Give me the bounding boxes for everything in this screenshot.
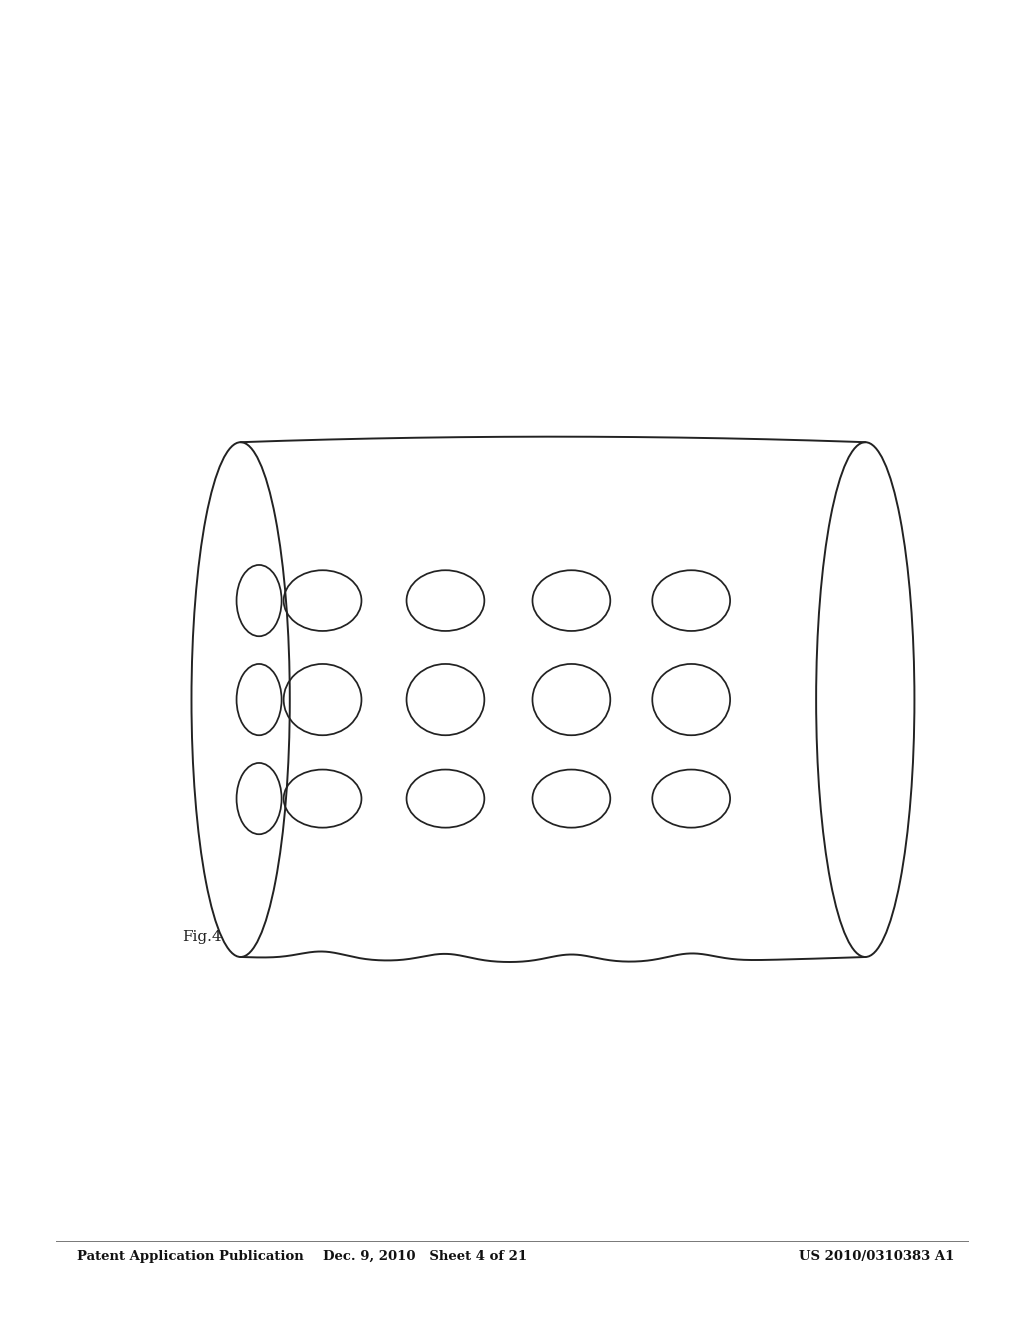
Text: Dec. 9, 2010   Sheet 4 of 21: Dec. 9, 2010 Sheet 4 of 21 [323,1250,527,1263]
Text: US 2010/0310383 A1: US 2010/0310383 A1 [799,1250,954,1263]
Text: Patent Application Publication: Patent Application Publication [77,1250,303,1263]
Text: Fig.4: Fig.4 [182,931,222,944]
